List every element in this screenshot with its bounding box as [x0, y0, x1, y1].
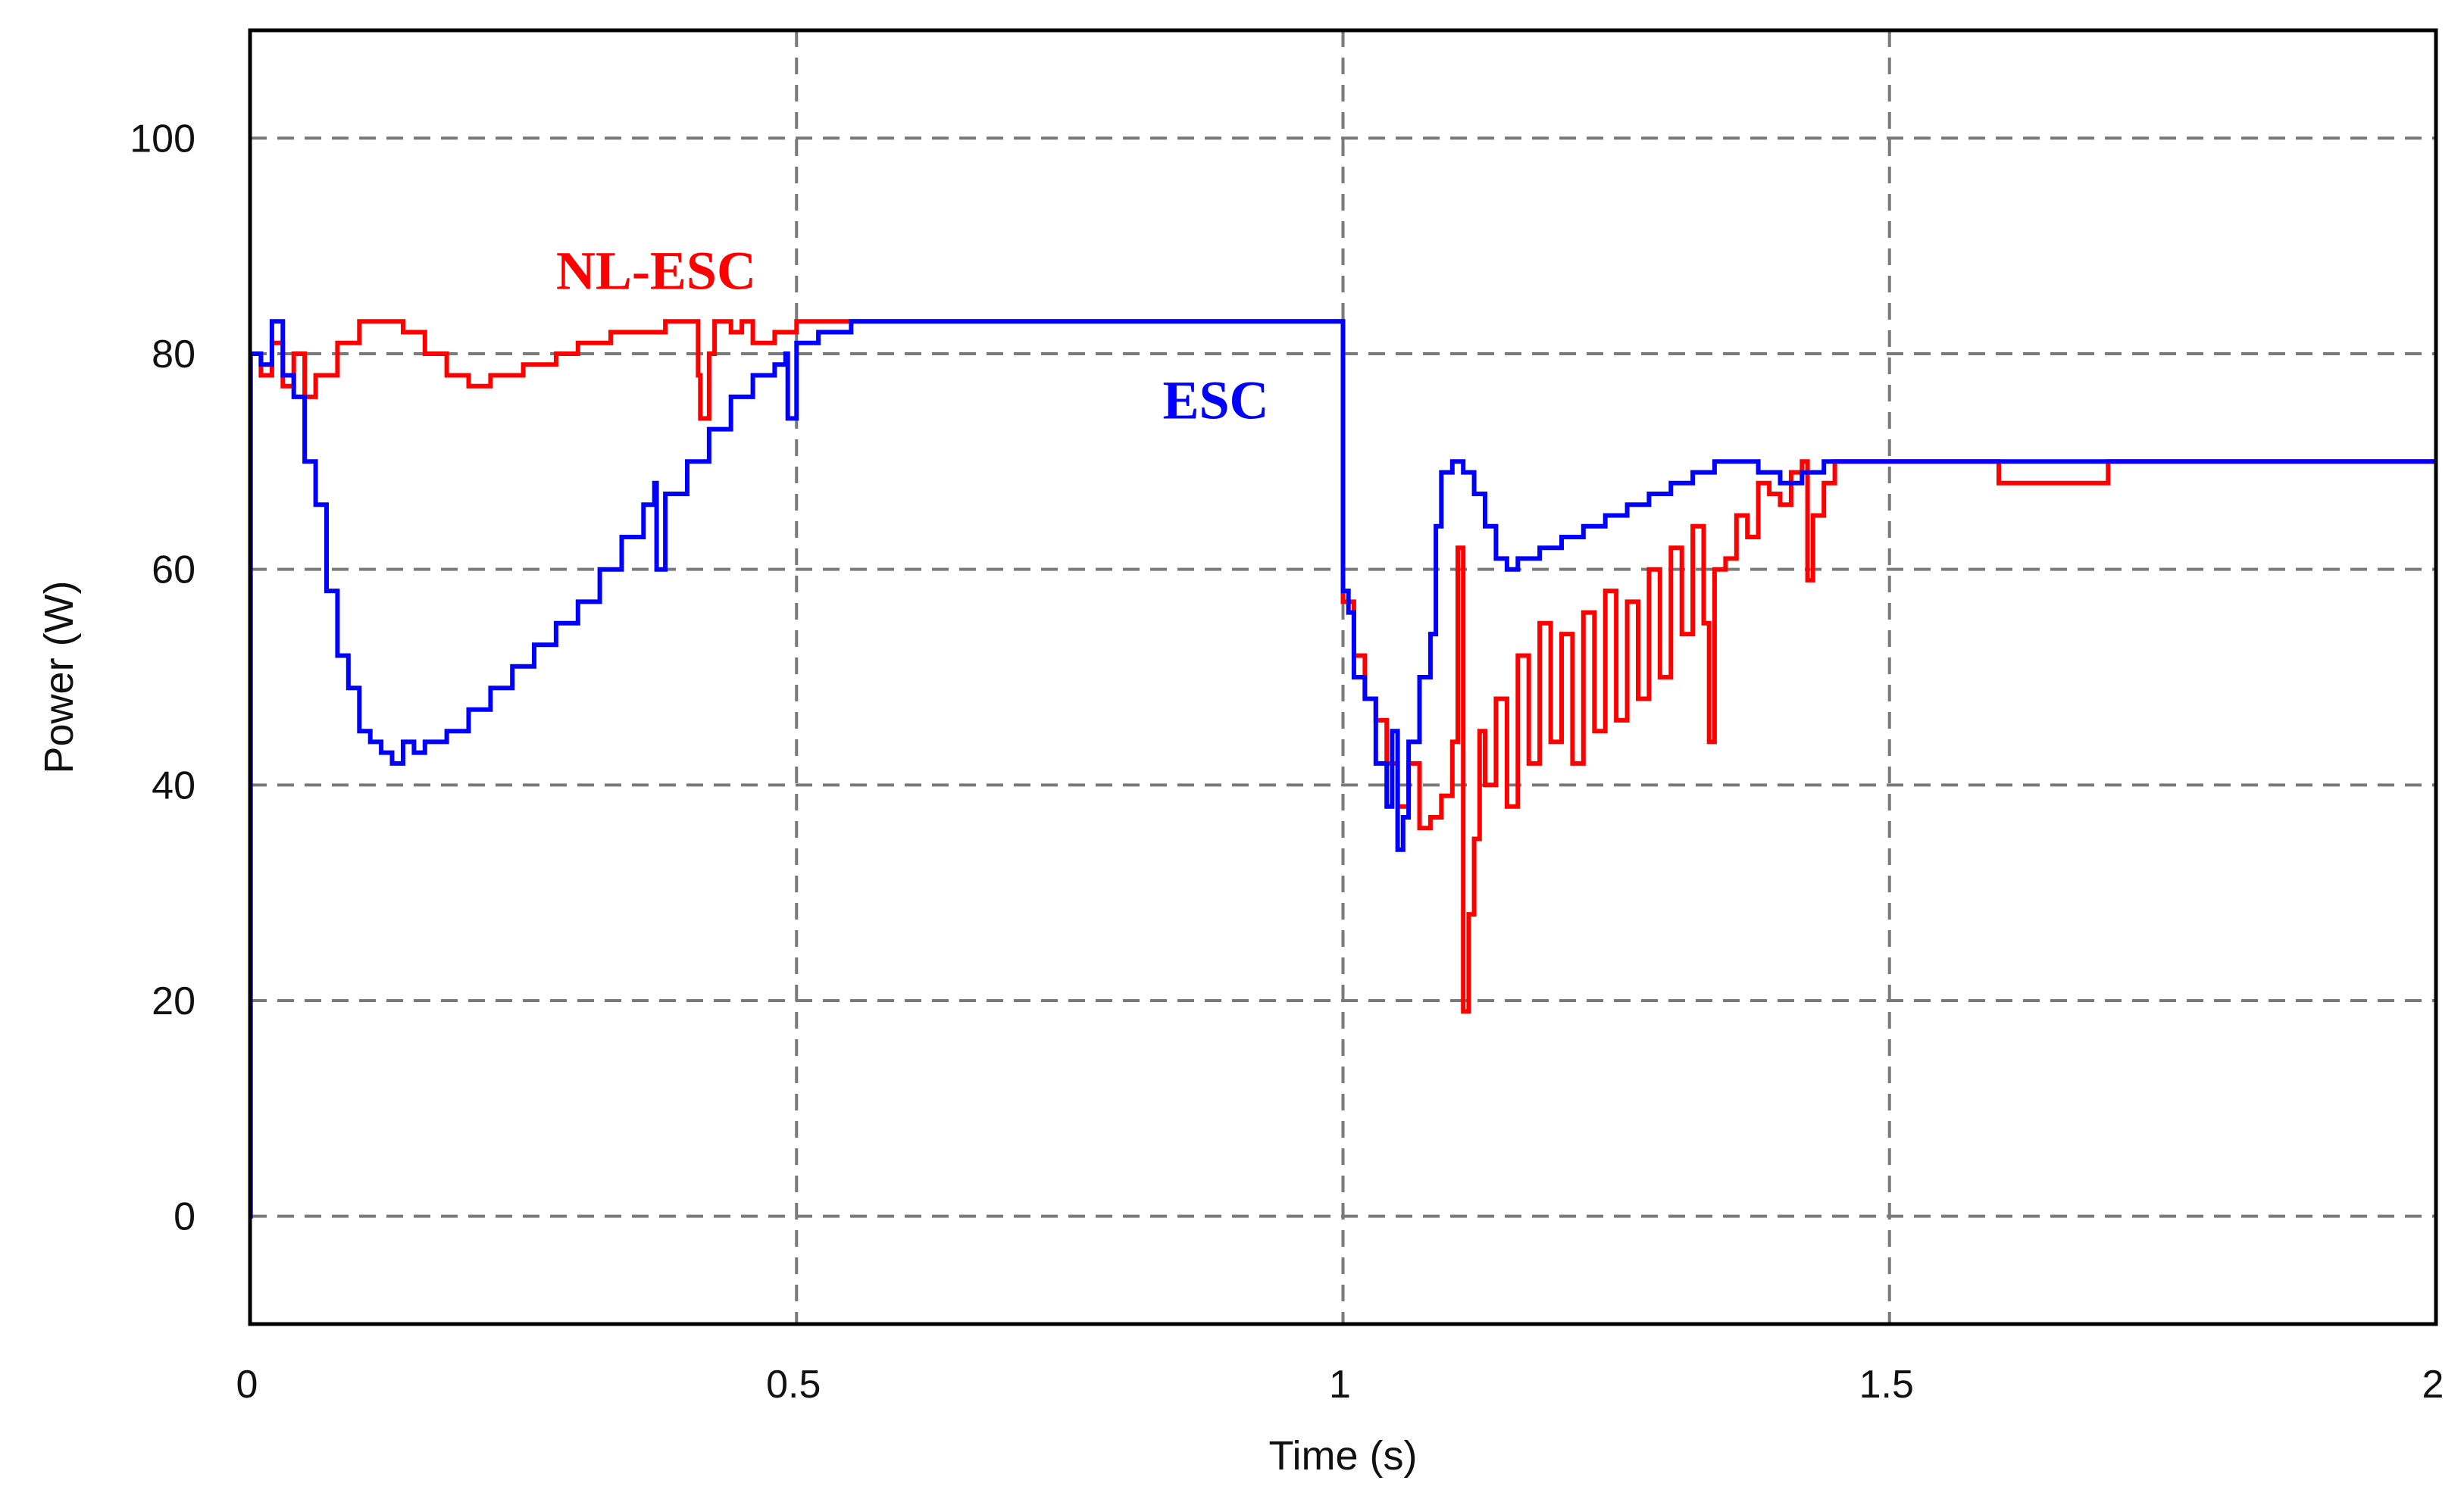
series-line-esc	[248, 319, 2436, 1219]
series-label-esc: ESC	[1162, 370, 1268, 430]
y-tick-label: 60	[152, 548, 195, 592]
y-axis-title: Power (W)	[36, 581, 82, 774]
y-tick-label: 20	[152, 979, 195, 1023]
y-tick-label: 40	[152, 764, 195, 807]
y-tick-label: 80	[152, 333, 195, 376]
x-tick-labels: 0 0.5 1 1.5 2	[236, 1363, 2444, 1407]
x-tick-label: 2	[2422, 1363, 2444, 1407]
x-tick-label: 0	[236, 1363, 258, 1407]
series-label-nl-esc: NL-ESC	[556, 241, 756, 301]
plot-frame	[248, 28, 2438, 1326]
x-axis-title: Time (s)	[1269, 1433, 1418, 1479]
x-tick-label: 1.5	[1859, 1363, 1914, 1407]
series-line-nl-esc	[250, 319, 2436, 1014]
series-lines	[248, 319, 2436, 1219]
y-tick-label: 100	[130, 117, 195, 161]
x-tick-label: 1	[1329, 1363, 1351, 1407]
y-tick-label: 0	[174, 1195, 195, 1239]
x-tick-label: 0.5	[766, 1363, 821, 1407]
y-tick-labels: 0 20 40 60 80 100	[130, 117, 195, 1238]
series-annotations: NL-ESC ESC	[556, 241, 1269, 431]
